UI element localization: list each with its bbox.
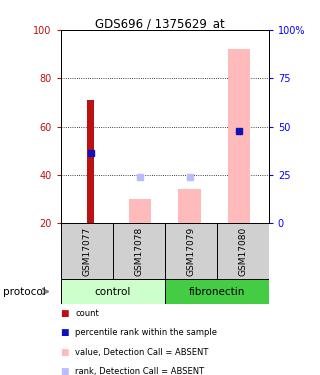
Bar bbox=[87, 100, 94, 223]
Bar bbox=[129, 199, 151, 223]
Text: GSM17080: GSM17080 bbox=[238, 226, 247, 276]
Bar bbox=[165, 279, 269, 304]
Text: fibronectin: fibronectin bbox=[188, 286, 245, 297]
Text: ■: ■ bbox=[60, 367, 68, 375]
Text: GSM17079: GSM17079 bbox=[186, 226, 195, 276]
Bar bbox=[228, 50, 250, 223]
Text: ■: ■ bbox=[60, 348, 68, 357]
Bar bbox=[61, 223, 113, 279]
Text: protocol: protocol bbox=[3, 286, 46, 297]
Bar bbox=[165, 223, 217, 279]
Text: percentile rank within the sample: percentile rank within the sample bbox=[75, 328, 217, 337]
Text: control: control bbox=[95, 286, 131, 297]
Bar bbox=[179, 189, 201, 223]
Text: count: count bbox=[75, 309, 99, 318]
Bar bbox=[113, 223, 165, 279]
Text: GSM17077: GSM17077 bbox=[82, 226, 91, 276]
Bar bbox=[61, 279, 165, 304]
Text: ■: ■ bbox=[60, 309, 68, 318]
Text: ■: ■ bbox=[60, 328, 68, 337]
Text: rank, Detection Call = ABSENT: rank, Detection Call = ABSENT bbox=[75, 367, 204, 375]
Text: GDS696 / 1375629_at: GDS696 / 1375629_at bbox=[95, 17, 225, 30]
Text: value, Detection Call = ABSENT: value, Detection Call = ABSENT bbox=[75, 348, 209, 357]
Text: GSM17078: GSM17078 bbox=[134, 226, 143, 276]
Bar bbox=[217, 223, 269, 279]
